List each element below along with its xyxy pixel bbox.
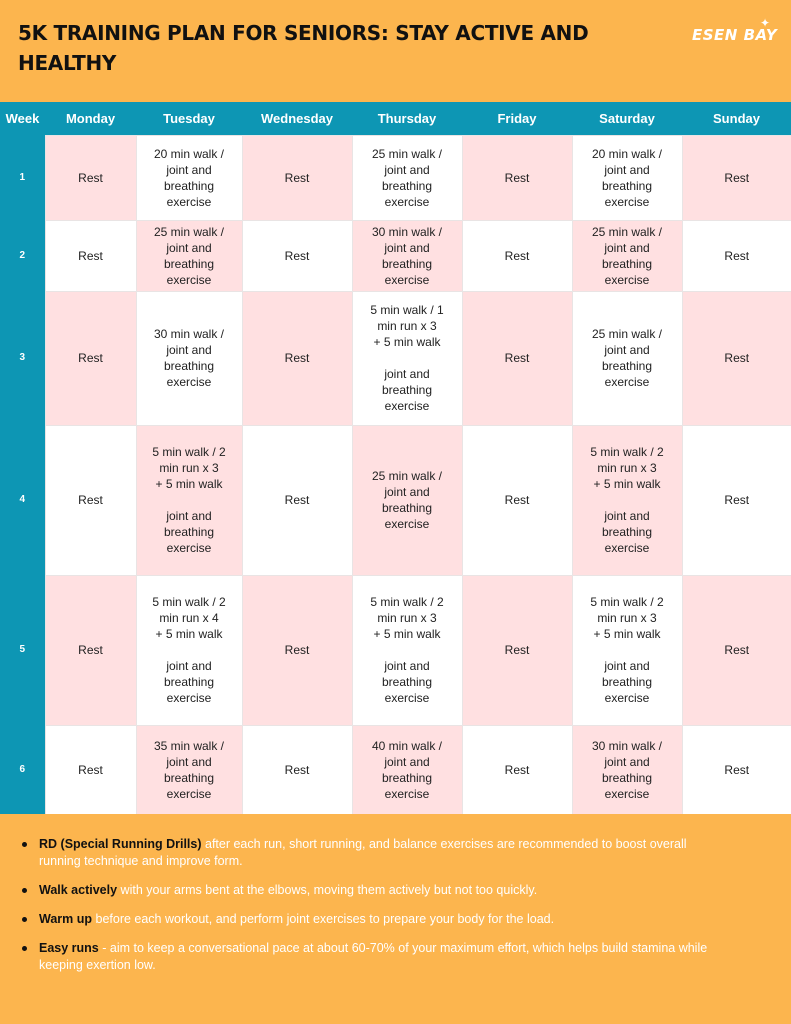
table-cell: Rest (44, 424, 136, 575)
brand-logo: ESEN BAY (692, 26, 778, 44)
sparkle-icon: ✦ (760, 16, 771, 30)
table-cell: 35 min walk / joint and breathing exerci… (135, 724, 242, 814)
table-cell: Rest (681, 290, 791, 425)
column-header-monday: Monday (45, 102, 136, 135)
note-term: Walk actively (39, 883, 118, 897)
column-header-week: Week (0, 102, 45, 135)
table-cell: Rest (681, 219, 791, 291)
column-header-sunday: Sunday (682, 102, 791, 135)
table-cell: 5 min walk / 1 min run x 3 + 5 min walk … (351, 290, 462, 425)
table-cell: Rest (681, 574, 791, 725)
bullet-icon (22, 888, 27, 893)
table-cell: 5 min walk / 2 min run x 3 + 5 min walk … (571, 574, 682, 725)
table-cell: 5 min walk / 2 min run x 3 + 5 min walk … (571, 424, 682, 575)
table-cell: 5 min walk / 2 min run x 4 + 5 min walk … (135, 574, 242, 725)
table-cell: 40 min walk / joint and breathing exerci… (351, 724, 462, 814)
table-row: 2 Rest 25 min walk / joint and breathing… (0, 219, 791, 291)
list-item: Warm up before each workout, and perform… (22, 911, 722, 928)
week-number: 5 (0, 575, 45, 725)
table-cell: Rest (681, 724, 791, 814)
table-row: 4 Rest 5 min walk / 2 min run x 3 + 5 mi… (0, 424, 791, 575)
note-term: Easy runs (39, 941, 99, 955)
note-text: before each workout, and perform joint e… (92, 912, 555, 926)
table-cell: Rest (681, 134, 791, 220)
note-term: Warm up (39, 912, 93, 926)
table-cell: 5 min walk / 2 min run x 3 + 5 min walk … (135, 424, 242, 575)
table-row: 3 Rest 30 min walk / joint and breathing… (0, 290, 791, 425)
list-item: Easy runs - aim to keep a conversational… (22, 940, 722, 974)
table-header-row: Week Monday Tuesday Wednesday Thursday F… (0, 102, 791, 135)
page-header: 5K TRAINING PLAN FOR SENIORS: STAY ACTIV… (0, 0, 791, 102)
table-cell: 25 min walk / joint and breathing exerci… (571, 290, 682, 425)
table-cell: Rest (241, 574, 352, 725)
table-cell: Rest (241, 424, 352, 575)
training-plan-table: Week Monday Tuesday Wednesday Thursday F… (0, 102, 791, 814)
column-header-friday: Friday (462, 102, 572, 135)
notes-list: RD (Special Running Drills) after each r… (22, 836, 722, 986)
note-text: after each run, short running, and balan… (39, 837, 687, 868)
table-cell: Rest (241, 724, 352, 814)
table-cell: Rest (461, 424, 572, 575)
table-cell: Rest (44, 134, 136, 220)
table-cell: Rest (461, 134, 572, 220)
table-cell: Rest (681, 424, 791, 575)
table-cell: Rest (241, 219, 352, 291)
week-number: 2 (0, 220, 45, 291)
table-cell: Rest (44, 724, 136, 814)
table-row: 1 Rest 20 min walk / joint and breathing… (0, 134, 791, 220)
table-cell: Rest (241, 290, 352, 425)
table-row: 5 Rest 5 min walk / 2 min run x 4 + 5 mi… (0, 574, 791, 725)
table-row: 6 Rest 35 min walk / joint and breathing… (0, 724, 791, 814)
table-cell: 30 min walk / joint and breathing exerci… (135, 290, 242, 425)
list-item: Walk actively with your arms bent at the… (22, 882, 722, 899)
week-number: 6 (0, 725, 45, 814)
week-number: 1 (0, 135, 45, 220)
note-text: - aim to keep a conversational pace at a… (39, 941, 708, 972)
bullet-icon (22, 842, 27, 847)
bullet-icon (22, 917, 27, 922)
table-cell: 5 min walk / 2 min run x 3 + 5 min walk … (351, 574, 462, 725)
table-cell: 25 min walk / joint and breathing exerci… (135, 219, 242, 291)
list-item: RD (Special Running Drills) after each r… (22, 836, 722, 870)
bullet-icon (22, 946, 27, 951)
table-cell: Rest (44, 574, 136, 725)
table-cell: 25 min walk / joint and breathing exerci… (351, 424, 462, 575)
column-header-tuesday: Tuesday (136, 102, 242, 135)
table-cell: Rest (44, 219, 136, 291)
table-cell: 20 min walk / joint and breathing exerci… (571, 134, 682, 220)
week-number: 4 (0, 425, 45, 575)
table-cell: Rest (461, 724, 572, 814)
column-header-thursday: Thursday (352, 102, 462, 135)
week-number: 3 (0, 291, 45, 425)
table-cell: Rest (241, 134, 352, 220)
table-cell: Rest (44, 290, 136, 425)
note-text: with your arms bent at the elbows, movin… (117, 883, 538, 897)
table-cell: Rest (461, 574, 572, 725)
column-header-saturday: Saturday (572, 102, 682, 135)
table-cell: 25 min walk / joint and breathing exerci… (351, 134, 462, 220)
page-title: 5K TRAINING PLAN FOR SENIORS: STAY ACTIV… (18, 21, 589, 75)
column-header-wednesday: Wednesday (242, 102, 352, 135)
table-cell: 30 min walk / joint and breathing exerci… (571, 724, 682, 814)
table-cell: 25 min walk / joint and breathing exerci… (571, 219, 682, 291)
table-cell: Rest (461, 290, 572, 425)
table-cell: 30 min walk / joint and breathing exerci… (351, 219, 462, 291)
note-term: RD (Special Running Drills) (39, 837, 202, 851)
table-cell: Rest (461, 219, 572, 291)
table-cell: 20 min walk / joint and breathing exerci… (135, 134, 242, 220)
